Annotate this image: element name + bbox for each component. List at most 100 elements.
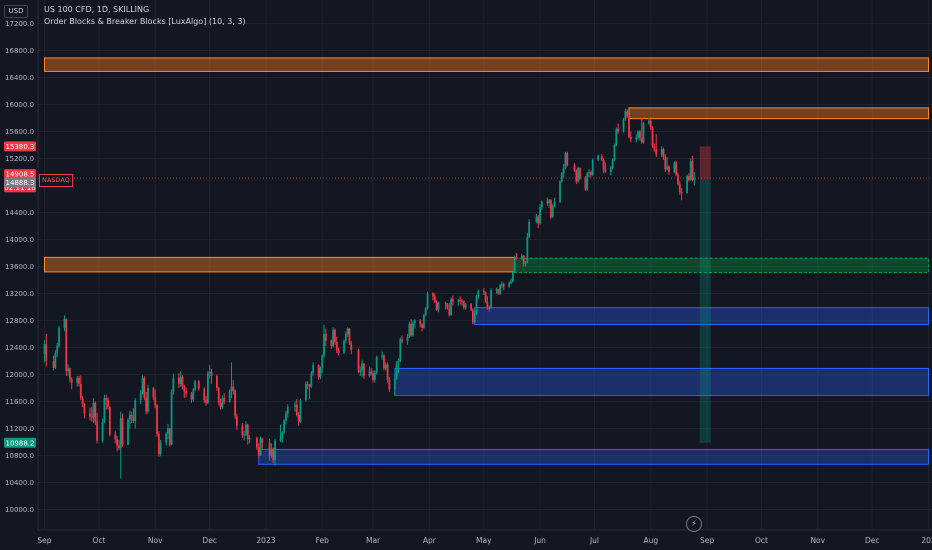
candle-body xyxy=(181,377,184,387)
candle-body xyxy=(165,433,168,443)
candle-body xyxy=(321,355,324,368)
candle-body xyxy=(45,344,48,361)
candle-body xyxy=(128,415,131,420)
candle-body xyxy=(246,424,249,440)
candle-body xyxy=(662,149,665,158)
candle-body xyxy=(600,155,603,160)
candle-body xyxy=(127,419,129,445)
price-tick-label: 14000.0 xyxy=(5,236,34,244)
price-tick-label: 12800.0 xyxy=(5,317,34,325)
time-axis[interactable]: Sep Oct Nov Dec 2023 Feb Mar Apr May Jun Jul Aug Sep… xyxy=(37,529,932,545)
candle-body xyxy=(232,386,235,391)
candle-body xyxy=(526,236,529,263)
candle-body xyxy=(589,172,592,175)
candle-body xyxy=(241,425,244,436)
candle-body xyxy=(177,377,180,384)
candle-body xyxy=(96,421,99,441)
candle-body xyxy=(508,282,511,287)
candle-body xyxy=(90,416,93,418)
price-tick-label: 16400.0 xyxy=(5,74,34,82)
time-tick-label: Dec xyxy=(202,536,217,545)
time-tick-label: Apr xyxy=(423,536,437,545)
candle-body xyxy=(687,176,690,181)
candle-body xyxy=(261,438,264,443)
candle-body xyxy=(197,381,200,389)
time-tick-label: Sep xyxy=(37,536,51,545)
candle-body xyxy=(344,334,347,341)
candle-body xyxy=(510,281,512,283)
candle-body xyxy=(539,207,541,224)
candle-body xyxy=(513,257,516,272)
candle-body xyxy=(107,400,109,407)
price-tick-label: 16800.0 xyxy=(5,47,34,55)
candle-body xyxy=(295,404,298,415)
candle-body xyxy=(183,386,186,392)
candle-body xyxy=(76,377,79,383)
candle-body xyxy=(230,386,233,392)
candle-body xyxy=(372,373,374,380)
candle-body xyxy=(666,166,669,170)
candle-body xyxy=(470,304,472,310)
candle-body xyxy=(373,373,376,380)
candle-body xyxy=(350,343,353,351)
candle-body xyxy=(346,328,349,334)
candle-body xyxy=(383,355,385,369)
candle-body xyxy=(664,157,667,170)
candle-body xyxy=(94,402,97,422)
candle-body xyxy=(190,393,193,400)
price-tick-label: 12400.0 xyxy=(5,344,34,352)
candle-body xyxy=(546,201,549,204)
candle-body xyxy=(628,115,630,137)
price-tick-label: 11600.0 xyxy=(5,398,34,406)
candle-body xyxy=(622,119,625,132)
candle-body xyxy=(299,400,302,422)
lightning-icon[interactable]: ⚡ xyxy=(686,516,702,532)
indicator-title[interactable]: Order Blocks & Breaker Blocks [LuxAlgo] … xyxy=(44,17,246,26)
candle-body xyxy=(461,300,463,302)
candle-body xyxy=(147,388,149,412)
price-label-text: 10988.2 xyxy=(6,439,35,447)
price-tick-label: 10800.0 xyxy=(5,452,34,460)
symbol-tag: NASDAQ xyxy=(39,174,73,187)
candle-body xyxy=(586,173,589,190)
candle-body xyxy=(615,128,618,145)
candle-body xyxy=(70,379,73,383)
candle-body xyxy=(677,174,679,185)
currency-button[interactable]: USD xyxy=(4,5,28,18)
candle-body xyxy=(448,308,451,316)
candle-body xyxy=(208,371,211,374)
price-axis[interactable]: 10000.0 10400.0 10800.0 11200.0 11600.0 12000… xyxy=(0,0,39,550)
candle-body xyxy=(274,440,276,461)
candle-body xyxy=(564,153,567,168)
candle-body xyxy=(675,162,678,175)
candle-body xyxy=(52,361,55,368)
candle-body xyxy=(412,323,414,336)
candle-body xyxy=(58,327,60,347)
candle-body xyxy=(611,159,614,168)
candle-body xyxy=(502,284,505,287)
candle-body xyxy=(488,307,491,309)
candle-body xyxy=(272,448,275,461)
candle-body xyxy=(432,293,434,297)
candle-body xyxy=(306,383,309,386)
candle-body xyxy=(535,216,538,222)
candle-body xyxy=(384,364,387,369)
time-tick-label: Aug xyxy=(643,536,658,545)
candle-body xyxy=(172,377,175,393)
candle-body xyxy=(457,300,460,302)
candle-body xyxy=(92,402,95,418)
candle-body xyxy=(145,397,148,412)
candle-body xyxy=(67,368,69,372)
candle-body xyxy=(279,438,282,441)
candle-body xyxy=(43,344,46,355)
candle-body xyxy=(691,161,694,181)
candle-body xyxy=(482,290,485,293)
candle-body xyxy=(152,388,155,398)
position-tool[interactable] xyxy=(699,146,711,443)
candle-body xyxy=(573,165,576,171)
price-label-bg xyxy=(4,169,36,180)
candle-body xyxy=(203,388,206,401)
price-label-bg xyxy=(4,437,36,448)
candle-body xyxy=(335,342,338,351)
